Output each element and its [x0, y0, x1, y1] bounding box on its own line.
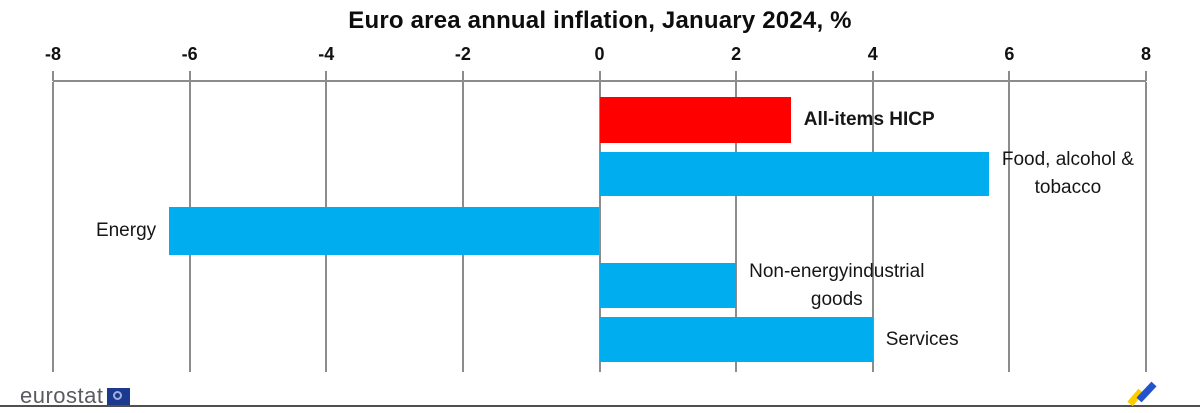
x-tick-label: 0 [594, 44, 605, 64]
bar-label-services: Services [886, 317, 959, 362]
bar-label-text: Food, alcohol & tobacco [1001, 149, 1134, 198]
bar-services [599, 317, 873, 362]
bar-label-text: All-items HICP [803, 109, 935, 130]
x-tick-label: -2 [454, 44, 471, 64]
x-tick-mark [188, 71, 191, 81]
footer-divider [0, 405, 1200, 407]
bar-all-items-hicp [599, 97, 791, 143]
x-tick-mark [598, 71, 601, 81]
x-tick-label: 8 [1140, 44, 1151, 64]
x-tick-label: -4 [318, 44, 335, 64]
x-tick-label: 2 [731, 44, 742, 64]
x-tick-mark [461, 71, 464, 81]
x-tick-label: 4 [867, 44, 878, 64]
bar-label-text: Non-energyindustrial goods [749, 260, 925, 310]
bar-food-alcohol-tobacco [599, 152, 989, 196]
bar-label-non-energy-industrial-goods: Non-energyindustrial goods [749, 261, 924, 310]
bar-label-energy: Energy [96, 207, 156, 255]
eurostat-wordmark: eurostat [20, 383, 104, 408]
gridline [1008, 82, 1011, 372]
eu-stars-ring-icon [113, 391, 122, 400]
bar-label-text: Services [885, 328, 959, 350]
x-axis-line [53, 80, 1146, 82]
x-tick-label: 6 [1004, 44, 1015, 64]
x-tick-mark [871, 71, 874, 81]
x-tick-mark [1145, 71, 1147, 81]
bar-label-food-alcohol-tobacco: Food, alcohol & tobacco [1002, 149, 1134, 198]
gridline [735, 82, 738, 372]
bar-energy [169, 207, 600, 255]
eu-flag-icon [106, 387, 130, 405]
plot-area [52, 80, 1147, 372]
gridline [52, 82, 54, 372]
x-tick-label: -8 [44, 44, 61, 64]
x-tick-mark [52, 71, 54, 81]
chart-title: Euro area annual inflation, January 2024… [348, 7, 852, 34]
gridline [871, 82, 874, 372]
gridline [1145, 82, 1147, 372]
gridline [598, 82, 601, 372]
x-tick-mark [1008, 71, 1011, 81]
trend-arrow-icon [1127, 381, 1157, 407]
x-tick-mark [735, 71, 738, 81]
bar-non-energy-industrial-goods [599, 263, 737, 308]
bar-label-all-items-hicp: All-items HICP [804, 97, 935, 143]
x-tick-label: -6 [181, 44, 198, 64]
eurostat-logo: eurostat [20, 383, 130, 409]
x-tick-mark [325, 71, 328, 81]
bar-label-text: Energy [95, 220, 157, 241]
